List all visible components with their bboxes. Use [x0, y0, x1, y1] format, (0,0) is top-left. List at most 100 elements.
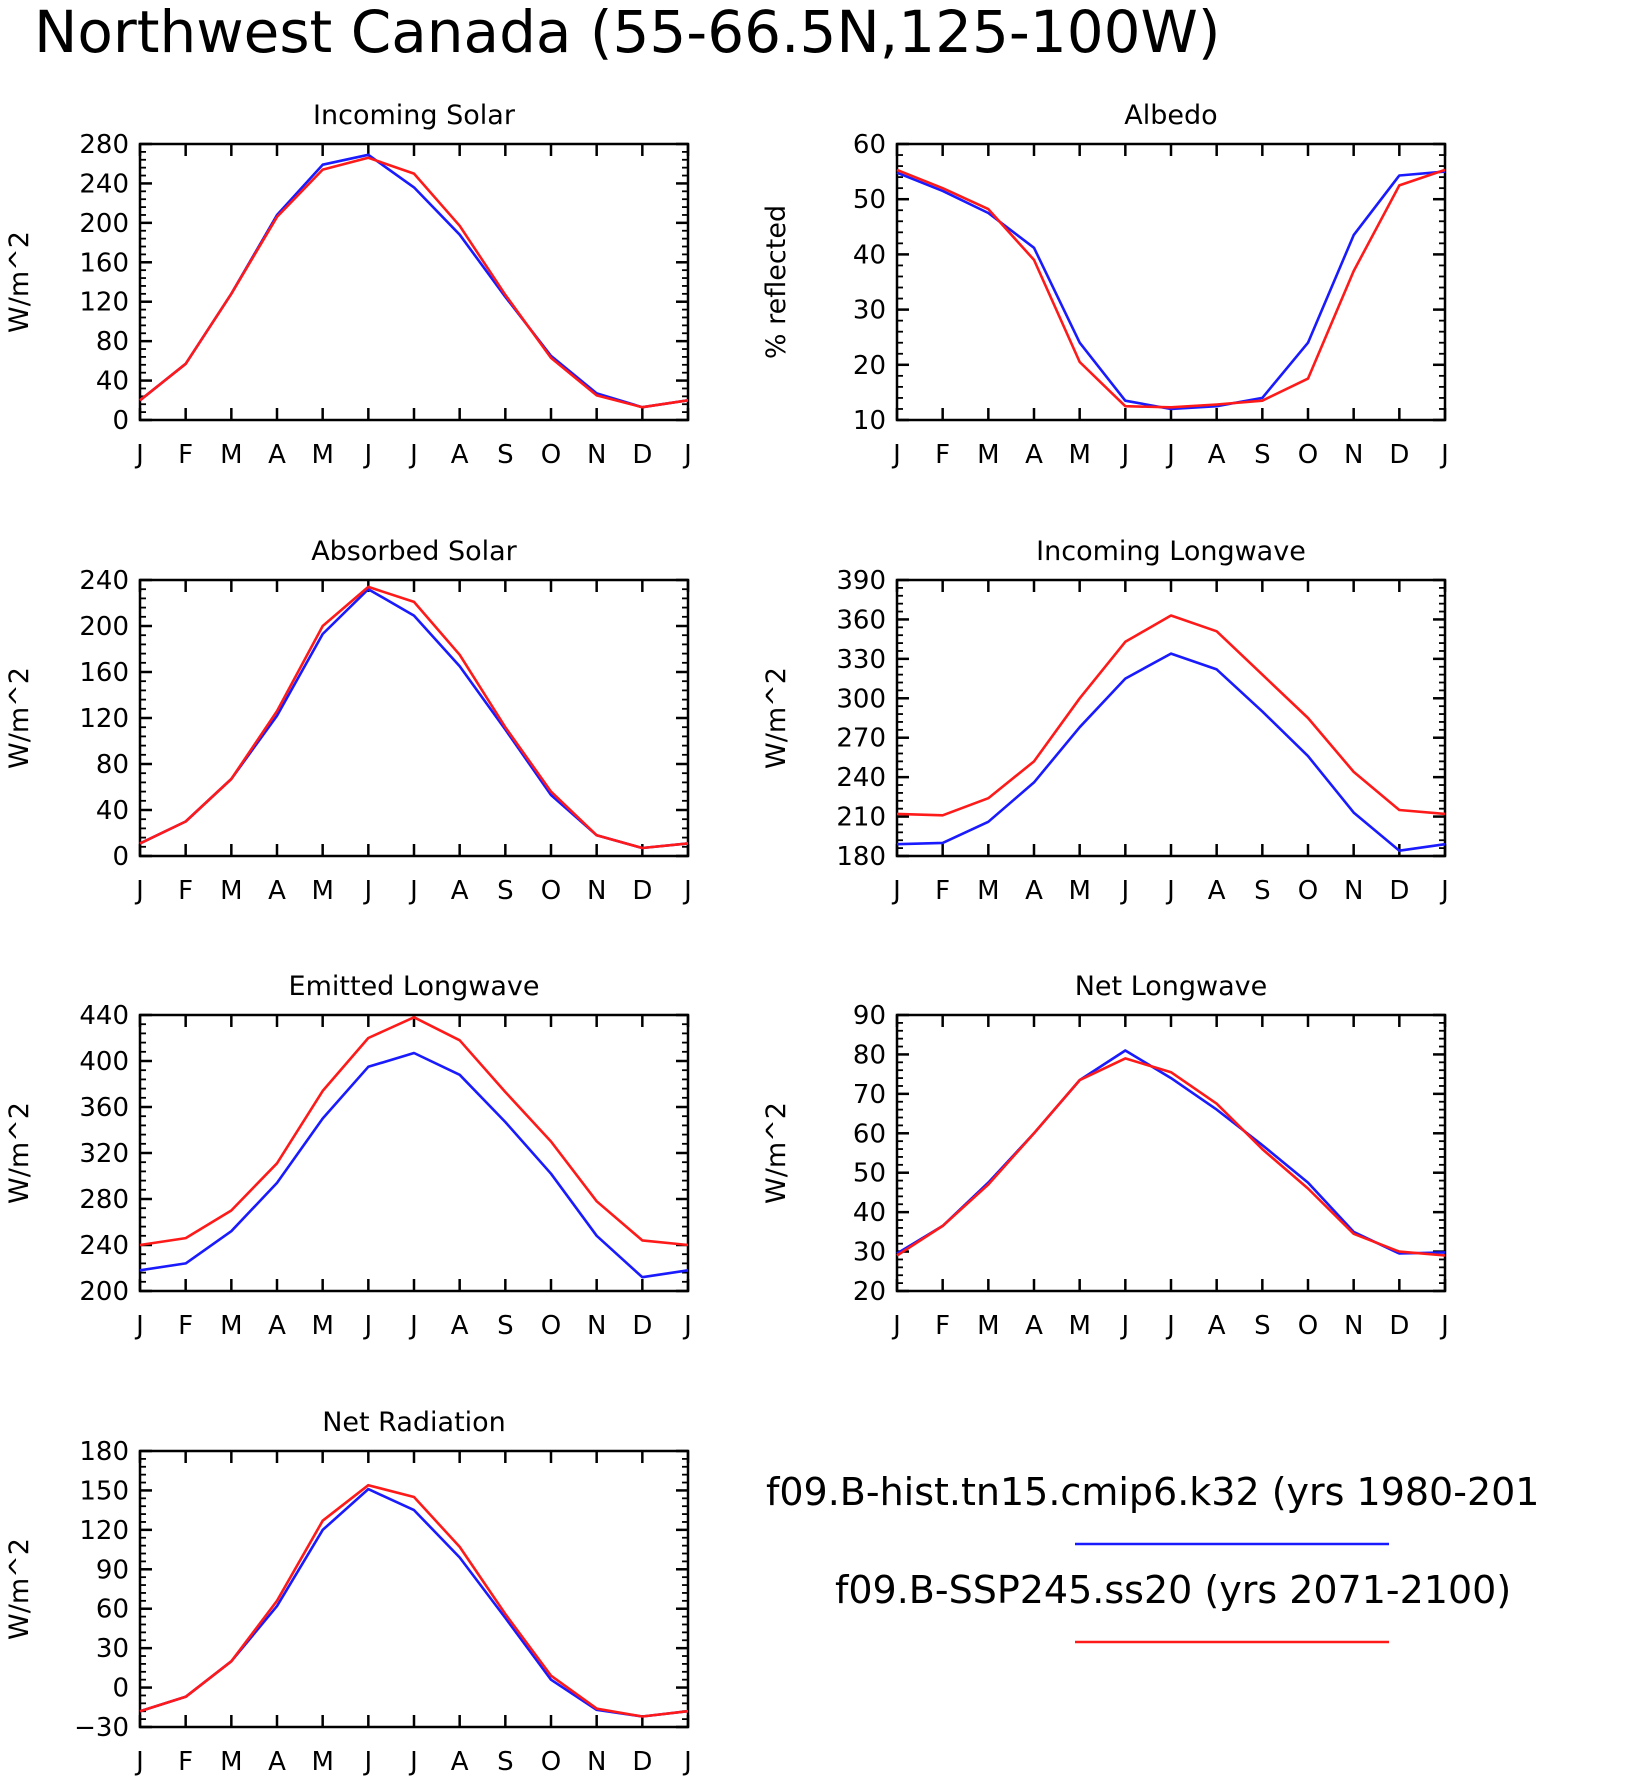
y-axis-label: W/m^2 [4, 667, 35, 769]
x-tick-label: D [1389, 440, 1409, 470]
plot-frame [895, 578, 1447, 858]
y-tick-label: 40 [96, 796, 129, 826]
y-tick-label: 150 [79, 1476, 129, 1506]
y-tick-label: 40 [853, 1198, 886, 1228]
y-axis-label: W/m^2 [761, 667, 792, 769]
x-tick-label: J [408, 876, 418, 906]
x-tick-label: M [311, 1747, 333, 1777]
panel-title: Incoming Solar [313, 100, 516, 131]
y-tick-label: 360 [79, 1093, 129, 1123]
y-tick-label: 30 [853, 296, 886, 326]
series-line-ssp245 [139, 585, 689, 850]
y-tick-label: 390 [836, 566, 886, 596]
series-line-hist [139, 587, 689, 850]
x-tick-label: N [1344, 440, 1363, 470]
series-line-ssp245 [139, 156, 689, 409]
x-tick-label: N [1344, 876, 1363, 906]
x-tick-label: J [682, 1311, 692, 1341]
series-line-hist [139, 1487, 689, 1718]
y-tick-label: 330 [836, 645, 886, 675]
panel-title: Absorbed Solar [311, 536, 517, 567]
panel-title: Net Longwave [1075, 971, 1268, 1002]
series-line-hist [139, 1051, 689, 1279]
x-tick-label: J [362, 440, 372, 470]
x-tick-label: J [362, 1747, 372, 1777]
x-tick-label: D [1389, 876, 1409, 906]
series-line-hist [896, 652, 1446, 853]
y-tick-label: 200 [79, 1277, 129, 1307]
x-tick-label: N [587, 1311, 606, 1341]
y-tick-label: 280 [79, 1185, 129, 1215]
y-tick-label: −30 [74, 1713, 129, 1743]
plot-frame [895, 142, 1447, 422]
x-tick-label: D [632, 440, 652, 470]
x-tick-label: A [268, 876, 286, 906]
series-line-ssp245 [896, 168, 1446, 409]
x-tick-label: J [362, 1311, 372, 1341]
y-tick-label: 90 [853, 1001, 886, 1031]
x-tick-label: A [1208, 1311, 1226, 1341]
y-tick-label: 180 [836, 842, 886, 872]
y-tick-label: 90 [96, 1555, 129, 1585]
y-tick-label: 80 [96, 750, 129, 780]
x-tick-label: F [935, 1311, 950, 1341]
x-tick-label: M [220, 876, 242, 906]
x-tick-label: J [1119, 1311, 1129, 1341]
x-tick-label: J [891, 440, 901, 470]
y-tick-label: 120 [79, 1516, 129, 1546]
x-tick-label: F [178, 1747, 193, 1777]
series-line-hist [896, 1049, 1446, 1255]
y-tick-label: 80 [96, 327, 129, 357]
plot-frame [138, 578, 690, 858]
x-tick-label: J [134, 440, 144, 470]
x-tick-label: J [134, 876, 144, 906]
series-line-hist [139, 153, 689, 409]
figure-title: Northwest Canada (55-66.5N,125-100W) [34, 0, 1221, 66]
x-tick-label: M [220, 440, 242, 470]
panel-title: Net Radiation [322, 1407, 506, 1438]
legend: f09.B-hist.tn15.cmip6.k32 (yrs 1980-201 … [766, 1470, 1539, 1644]
y-tick-label: 60 [853, 130, 886, 160]
x-tick-label: J [1119, 876, 1129, 906]
y-tick-label: 160 [79, 248, 129, 278]
x-tick-label: A [451, 1311, 469, 1341]
x-tick-label: O [1298, 876, 1318, 906]
panel-title: Incoming Longwave [1036, 536, 1306, 567]
y-tick-label: 210 [836, 803, 886, 833]
panel-title: Albedo [1124, 100, 1217, 131]
legend-label-ssp245: f09.B-SSP245.ss20 (yrs 2071-2100) [835, 1568, 1511, 1612]
y-tick-label: 30 [96, 1634, 129, 1664]
y-tick-label: 160 [79, 658, 129, 688]
y-axis-label: W/m^2 [4, 231, 35, 333]
x-tick-label: J [682, 1747, 692, 1777]
y-tick-label: 440 [79, 1001, 129, 1031]
y-tick-label: 20 [853, 351, 886, 381]
y-tick-label: 240 [836, 763, 886, 793]
x-tick-label: M [1068, 876, 1090, 906]
y-tick-label: 120 [79, 704, 129, 734]
x-tick-label: M [311, 876, 333, 906]
series-line-hist [896, 170, 1446, 411]
x-tick-label: M [220, 1747, 242, 1777]
x-tick-label: O [541, 876, 561, 906]
x-tick-label: J [1165, 876, 1175, 906]
x-tick-label: J [1165, 440, 1175, 470]
y-axis-label: W/m^2 [4, 1538, 35, 1640]
x-tick-label: A [451, 1747, 469, 1777]
y-tick-label: 360 [836, 605, 886, 635]
y-tick-label: 240 [79, 169, 129, 199]
x-tick-label: J [1439, 1311, 1449, 1341]
x-tick-label: S [1254, 1311, 1271, 1341]
x-tick-label: A [1025, 440, 1043, 470]
x-tick-label: A [451, 440, 469, 470]
x-tick-label: F [935, 876, 950, 906]
x-tick-label: O [1298, 1311, 1318, 1341]
plot-frame [138, 1449, 690, 1729]
